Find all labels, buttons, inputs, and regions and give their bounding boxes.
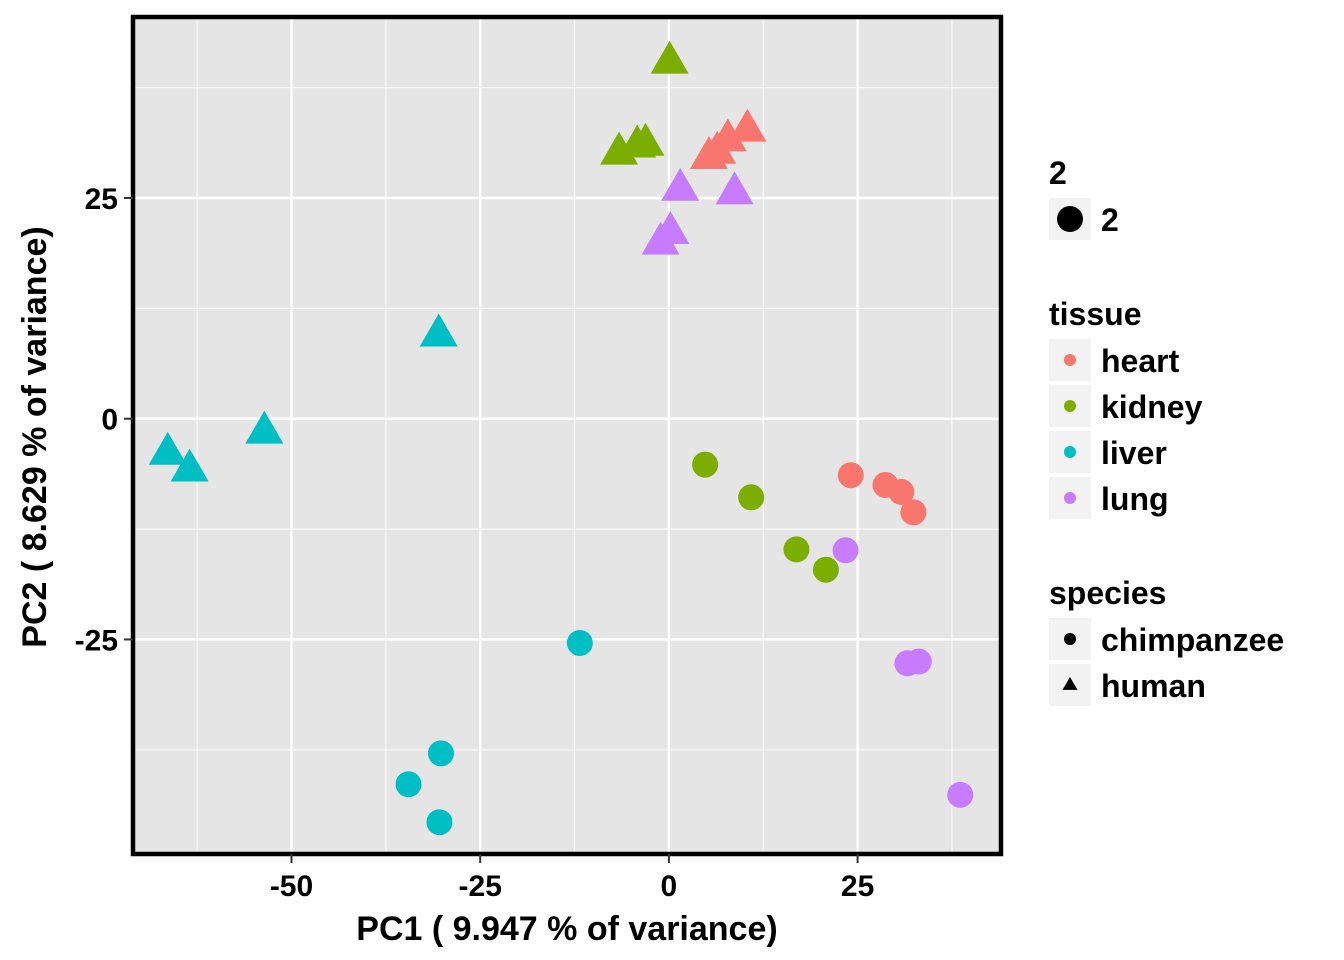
data-point-liver-chimpanzee bbox=[427, 740, 454, 767]
data-points bbox=[148, 40, 974, 836]
data-point-liver-human bbox=[170, 448, 209, 482]
data-point-kidney-chimpanzee bbox=[738, 484, 765, 511]
x-tick-label: -50 bbox=[270, 870, 313, 903]
legend: 22 tissue heart kidney liver lung species chimp… bbox=[1049, 155, 1284, 706]
data-point-heart-chimpanzee bbox=[900, 499, 927, 526]
legend-label: 2 bbox=[1101, 202, 1119, 238]
legend-key-circle bbox=[1064, 492, 1076, 504]
x-tick-label: 25 bbox=[841, 870, 874, 903]
y-tick-label: 0 bbox=[101, 404, 118, 437]
data-point-liver-chimpanzee bbox=[566, 629, 593, 656]
axes: -50 -25 0 25 -25 0 25 bbox=[75, 14, 1004, 903]
legend-label: kidney bbox=[1101, 389, 1203, 425]
data-point-kidney-chimpanzee bbox=[783, 536, 810, 563]
y-tick-label: 25 bbox=[85, 183, 118, 216]
data-point-liver-human bbox=[148, 431, 187, 465]
data-point-lung-chimpanzee bbox=[905, 648, 932, 675]
x-tick-label: -25 bbox=[459, 870, 502, 903]
data-point-liver-human bbox=[419, 313, 458, 347]
legend-key-circle bbox=[1057, 206, 1083, 232]
legend-key-circle bbox=[1064, 633, 1076, 645]
legend-key-triangle bbox=[1062, 676, 1078, 690]
data-point-lung-human bbox=[641, 221, 680, 255]
data-point-liver-human bbox=[245, 410, 284, 444]
data-point-lung-human bbox=[715, 171, 754, 205]
legend-label: chimpanzee bbox=[1101, 622, 1284, 658]
data-point-kidney-human bbox=[626, 122, 665, 156]
data-point-liver-chimpanzee bbox=[395, 771, 422, 798]
data-point-lung-chimpanzee bbox=[947, 781, 974, 808]
legend-title: species bbox=[1049, 575, 1166, 611]
data-point-heart-human bbox=[728, 108, 767, 142]
legend-label: heart bbox=[1101, 343, 1180, 379]
data-point-heart-human bbox=[689, 136, 728, 170]
y-axis-title: PC2 ( 8.629 % of variance) bbox=[16, 226, 54, 647]
y-tick-label: -25 bbox=[75, 624, 118, 657]
legend-title: tissue bbox=[1049, 296, 1141, 332]
legend-key-circle bbox=[1064, 400, 1076, 412]
data-point-lung-human bbox=[661, 167, 700, 201]
x-axis-title: PC1 ( 9.947 % of variance) bbox=[356, 910, 777, 948]
panel-border bbox=[130, 14, 1004, 857]
legend-title: 2 bbox=[1049, 155, 1067, 191]
data-point-liver-chimpanzee bbox=[426, 809, 453, 836]
legend-key-circle bbox=[1064, 354, 1076, 366]
legend-label: lung bbox=[1101, 481, 1169, 517]
data-point-heart-chimpanzee bbox=[888, 479, 915, 506]
legend-label: human bbox=[1101, 668, 1206, 704]
legend-key-circle bbox=[1064, 446, 1076, 458]
data-point-kidney-human bbox=[650, 40, 689, 74]
x-tick-label: 0 bbox=[661, 870, 678, 903]
legend-label: liver bbox=[1101, 435, 1167, 471]
data-point-kidney-chimpanzee bbox=[692, 451, 719, 478]
data-point-heart-chimpanzee bbox=[837, 462, 864, 489]
data-point-lung-chimpanzee bbox=[832, 537, 859, 564]
data-point-kidney-chimpanzee bbox=[812, 556, 839, 583]
